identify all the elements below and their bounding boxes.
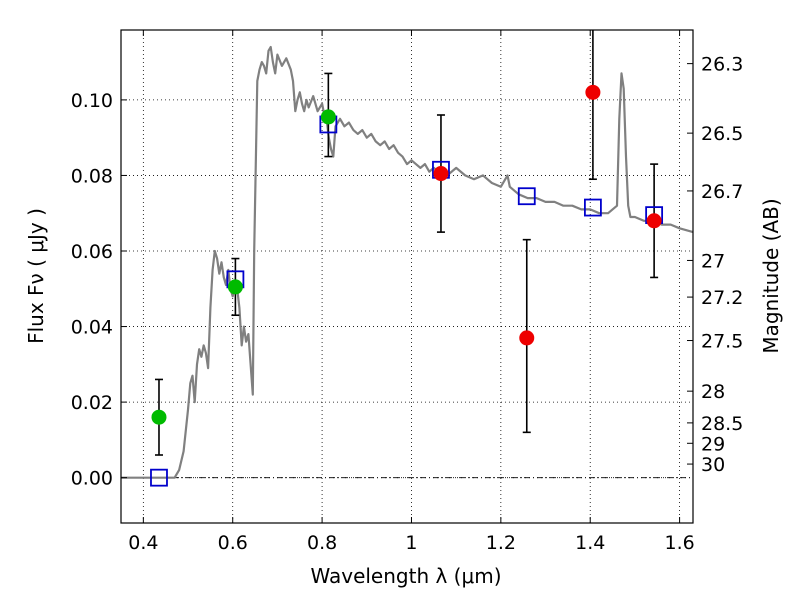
x-axis-label: Wavelength λ (μm) [310,564,501,588]
observed-point-red [646,213,662,229]
model-flux-box [150,468,168,487]
model-flux-box [584,198,602,217]
magnitude-tick-label: 29 [701,433,725,455]
magnitude-tick-label: 27.5 [701,331,743,353]
y-tick-label: 0.04 [71,317,113,339]
y-tick-label: 0.08 [71,165,113,187]
x-tick-label: 0.4 [128,532,158,554]
magnitude-tick-label: 27 [701,250,725,272]
y-tick-label: 0.06 [71,241,113,263]
y-tick-label: 0.00 [71,468,113,490]
grid [121,30,693,523]
magnitude-tick-label: 28 [701,381,725,403]
observed-point-red [585,84,601,100]
y-axis-label: Flux Fν ( μJy ) [24,208,48,344]
x-tick-label: 1.2 [486,532,516,554]
x-tick-label: 0.6 [218,532,248,554]
magnitude-tick-label: 28.5 [701,413,743,435]
magnitude-tick-label: 26.5 [701,123,743,145]
x-tick-label: 0.8 [307,532,337,554]
ticks [121,30,693,523]
error-bars [154,30,659,456]
x-tick-label: 1.6 [664,532,694,554]
sed-model-curve [121,45,694,479]
observed-points [151,84,662,425]
magnitude-tick-label: 30 [701,454,725,476]
tick-labels: 0.4 0.6 0.8 1 1.2 1.4 1.6 0.00 0.02 0.04 0.06 0.08 0… [71,54,744,554]
observed-point-green [227,279,243,295]
model-boxes [150,115,664,487]
magnitude-tick-label: 26.3 [701,54,743,76]
magnitude-tick-label: 26.7 [701,181,743,203]
plot-frame [120,29,694,524]
y-tick-label: 0.02 [71,392,113,414]
magnitude-tick-label: 27.2 [701,287,743,309]
sed-curve-layer [121,45,694,479]
x-tick-label: 1.4 [575,532,605,554]
y-tick-label: 0.10 [71,90,113,112]
observed-point-green [151,409,167,425]
x-tick-label: 1 [405,532,417,554]
model-flux-box [517,187,536,206]
observed-point-red [519,330,535,346]
observed-point-green [320,109,336,125]
observed-point-red [433,166,449,182]
magnitude-axis-label: Magnitude (AB) [759,198,783,353]
